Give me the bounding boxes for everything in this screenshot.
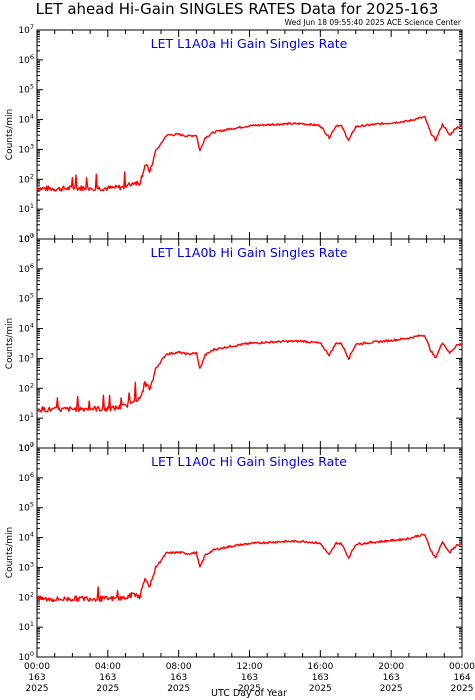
x-axis-labels: 00:00163202504:00163202508:00163202512:0… [24, 662, 475, 694]
y-axis-title: Counts/min [5, 527, 15, 578]
series-line [36, 115, 463, 192]
y-tick-label: 103 [18, 351, 34, 364]
y-tick-label: 106 [18, 53, 34, 66]
generation-timestamp: Wed Jun 18 09:55:40 2025 ACE Science Cen… [285, 18, 462, 27]
y-tick-label: 101 [18, 620, 34, 633]
y-tick-label: 107 [18, 441, 34, 454]
y-tick-label: 104 [18, 322, 34, 335]
plot-frame [36, 29, 463, 240]
x-tick-label: 2025 [238, 684, 261, 694]
y-tick-label: 105 [18, 501, 34, 514]
series-line [36, 533, 463, 602]
panel-title: LET L1A0b Hi Gain Singles Rate [151, 245, 348, 260]
x-tick-label: 2025 [451, 684, 474, 694]
panel-3: 100 101 102 103 104 105 106 107 Counts/min LET L1… [5, 441, 463, 663]
y-tick-label: 101 [18, 411, 34, 424]
panel-1: 100 101 102 103 104 105 106 107 Counts/min LET L1… [5, 23, 463, 245]
x-tick-label: 163 [99, 673, 116, 683]
y-tick-label: 106 [18, 471, 34, 484]
y-tick-label: 102 [18, 172, 34, 185]
x-tick-label: 00:00 [449, 662, 475, 672]
panel-title: LET L1A0c Hi Gain Singles Rate [151, 454, 347, 469]
x-tick-label: 163 [170, 673, 187, 683]
x-tick-label: 2025 [380, 684, 403, 694]
x-tick-label: 163 [312, 673, 329, 683]
y-axis-title: Counts/min [5, 318, 15, 369]
x-tick-label: 2025 [167, 684, 190, 694]
panel-2: 100 101 102 103 104 105 106 107 Counts/min LET L1… [5, 232, 463, 454]
y-tick-label: 102 [18, 381, 34, 394]
y-tick-label: 101 [18, 202, 34, 215]
x-tick-label: 2025 [96, 684, 119, 694]
series-line [36, 334, 463, 413]
x-tick-label: 16:00 [307, 662, 333, 672]
y-tick-label: 100 [18, 232, 34, 245]
x-tick-label: 2025 [26, 684, 49, 694]
y-tick-label: 105 [18, 83, 34, 96]
panels-group: 100 101 102 103 104 105 106 107 Counts/min LET L1… [5, 23, 463, 663]
x-tick-label: 164 [453, 673, 470, 683]
y-tick-label: 107 [18, 23, 34, 36]
y-tick-label: 104 [18, 531, 34, 544]
y-tick-label: 107 [18, 232, 34, 245]
chart-title: LET ahead Hi-Gain SINGLES RATES Data for… [36, 0, 439, 18]
y-tick-label: 106 [18, 262, 34, 275]
x-tick-label: 12:00 [237, 662, 263, 672]
y-tick-label: 104 [18, 113, 34, 126]
x-tick-label: 00:00 [24, 662, 50, 672]
y-tick-label: 103 [18, 142, 34, 155]
y-tick-label: 105 [18, 292, 34, 305]
x-tick-label: 08:00 [166, 662, 192, 672]
plot-frame [36, 447, 463, 658]
x-tick-label: 2025 [309, 684, 332, 694]
y-tick-label: 100 [18, 650, 34, 663]
x-axis-title: UTC Day of Year [211, 688, 287, 699]
y-tick-label: 103 [18, 560, 34, 573]
y-tick-label: 102 [18, 590, 34, 603]
panel-title: LET L1A0a Hi Gain Singles Rate [151, 36, 348, 51]
x-tick-label: 04:00 [95, 662, 121, 672]
x-tick-label: 20:00 [378, 662, 404, 672]
x-tick-label: 163 [241, 673, 258, 683]
y-axis-title: Counts/min [5, 109, 15, 160]
y-tick-label: 100 [18, 441, 34, 454]
x-tick-label: 163 [28, 673, 45, 683]
x-tick-label: 163 [383, 673, 400, 683]
